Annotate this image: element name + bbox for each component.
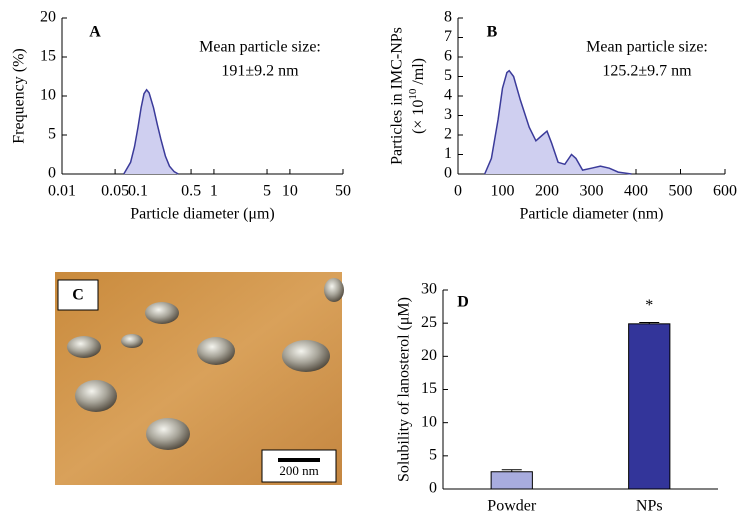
x-tick-label: 5 (263, 183, 271, 200)
annotation: Mean particle size: (199, 39, 321, 56)
y-tick-label: 30 (421, 281, 437, 298)
x-tick-label: 10 (282, 183, 298, 200)
bar (491, 472, 532, 489)
x-tick-label: 400 (624, 183, 648, 200)
panel-label: B (487, 24, 498, 41)
y-axis-label: Solubility of lanosterol (μM) (396, 297, 413, 482)
x-tick-label: 100 (491, 183, 515, 200)
annotation: 125.2±9.7 nm (602, 63, 692, 80)
y-tick-label: 0 (48, 165, 56, 182)
panel-label: A (89, 24, 101, 41)
panel-label: D (457, 294, 469, 311)
y-tick-label: 10 (40, 87, 56, 104)
y-tick-label: 20 (40, 9, 56, 26)
y-tick-label: 1 (444, 145, 452, 162)
bar (629, 324, 670, 489)
x-tick-label: 0.01 (48, 183, 76, 200)
y-tick-label: 3 (444, 106, 452, 123)
x-tick-label: 0.5 (181, 183, 201, 200)
x-tick-label: 0.1 (128, 183, 148, 200)
scale-bar-label: 200 nm (279, 463, 318, 478)
y-tick-label: 10 (421, 413, 437, 430)
y-tick-label: 6 (444, 48, 452, 65)
y-tick-label: 4 (444, 87, 452, 104)
y-axis-label: Frequency (%) (11, 48, 28, 144)
y-tick-label: 7 (444, 28, 452, 45)
figure: C 200 nm 051015200.010.050.10.5151050APa… (0, 0, 739, 513)
x-axis-label: Particle diameter (μm) (130, 206, 275, 223)
y-tick-label: 8 (444, 9, 452, 26)
panel-label: C (72, 287, 84, 304)
y-axis-label: Particles in IMC-NPs (389, 27, 406, 165)
significance-mark: * (645, 297, 653, 314)
y-tick-label: 0 (429, 480, 437, 497)
y-tick-label: 20 (421, 347, 437, 364)
x-tick-label: 0.05 (101, 183, 129, 200)
x-tick-label: 1 (210, 183, 218, 200)
y-tick-label: 0 (444, 165, 452, 182)
x-axis-label: Particle diameter (nm) (520, 206, 664, 223)
y-tick-label: 15 (421, 380, 437, 397)
annotation: 191±9.2 nm (221, 63, 299, 80)
y-label-part: /ml) (410, 58, 427, 89)
x-tick-label: 500 (669, 183, 693, 200)
area (485, 71, 632, 174)
y-tick-label: 2 (444, 126, 452, 143)
annotation: Mean particle size: (586, 39, 708, 56)
y-label-sup: 10 (407, 88, 419, 100)
x-tick-label: 50 (335, 183, 351, 200)
x-tick-label: 200 (535, 183, 559, 200)
y-tick-label: 25 (421, 314, 437, 331)
x-tick-label: 300 (580, 183, 604, 200)
y-tick-label: 15 (40, 48, 56, 65)
x-tick-label: Powder (487, 498, 537, 513)
afm-image: C 200 nm (55, 272, 344, 485)
x-tick-label: NPs (636, 498, 663, 513)
x-tick-label: 600 (713, 183, 737, 200)
y-tick-label: 5 (444, 67, 452, 84)
y-tick-label: 5 (429, 447, 437, 464)
y-label-part: (× 10 (410, 100, 427, 134)
y-tick-label: 5 (48, 126, 56, 143)
area (124, 90, 179, 174)
x-tick-label: 0 (454, 183, 462, 200)
y-axis-label: (× 1010 /ml) (407, 58, 427, 134)
